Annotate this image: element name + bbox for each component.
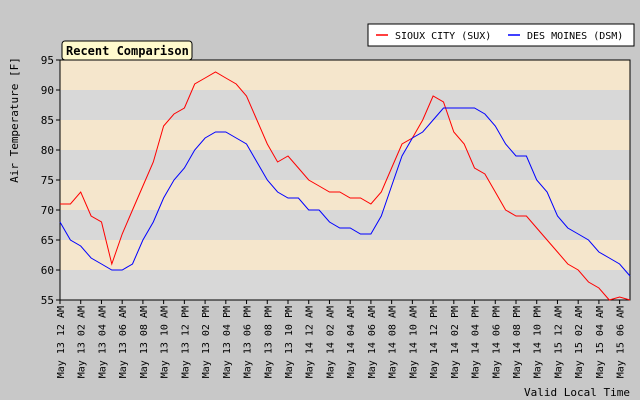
x-tick-label: May 14 04 AM (346, 306, 357, 378)
x-tick-label: May 14 08 AM (388, 306, 399, 378)
x-tick-label: May 14 02 PM (450, 306, 461, 378)
y-tick-label: 60 (41, 264, 54, 277)
grid-band (60, 150, 630, 180)
x-tick-label: May 13 12 PM (180, 306, 191, 378)
x-tick-label: May 14 02 AM (325, 306, 336, 378)
x-tick-label: May 14 12 AM (305, 306, 316, 378)
chart-title-box: Recent Comparison (61, 40, 193, 61)
series-line-sux (60, 71, 631, 301)
grid-band (60, 60, 630, 90)
x-tick-label: May 13 02 PM (201, 306, 212, 378)
x-tick-label: May 15 02 AM (574, 306, 585, 378)
x-tick-label: May 13 08 AM (139, 306, 150, 378)
series-line-dsm (59, 107, 631, 277)
x-tick-label: May 15 06 AM (616, 306, 627, 378)
legend-label-sux: SIOUX CITY (SUX) (395, 31, 491, 42)
y-axis-label: Air Temperature [F] (8, 57, 21, 183)
x-tick-label: May 14 08 PM (512, 306, 523, 378)
grid-band (60, 210, 630, 240)
y-tick-label: 90 (41, 84, 54, 97)
legend-label-dsm: DES MOINES (DSM) (527, 31, 623, 42)
y-tick-label: 80 (41, 144, 54, 157)
x-tick-label: May 14 12 PM (429, 306, 440, 378)
y-tick-label: 70 (41, 204, 54, 217)
x-tick-label: May 15 12 AM (553, 306, 564, 378)
legend: SIOUX CITY (SUX) DES MOINES (DSM) (367, 23, 635, 47)
x-tick-label: May 13 06 AM (118, 306, 129, 378)
x-tick-label: May 15 04 AM (595, 306, 606, 378)
y-tick-label: 75 (41, 174, 54, 187)
x-tick-label: May 14 06 AM (367, 306, 378, 378)
y-tick-label: 85 (41, 114, 54, 127)
x-tick-label: May 13 10 AM (160, 306, 171, 378)
grid-band (60, 270, 630, 300)
grid-band (60, 120, 630, 150)
x-tick-label: May 14 10 AM (408, 306, 419, 378)
x-tick-label: May 13 08 PM (263, 306, 274, 378)
x-tick-label: May 13 10 PM (284, 306, 295, 378)
x-axis-ticks: May 13 12 AM May 13 02 AM May 13 04 AM May … (56, 300, 627, 378)
x-tick-label: May 13 04 PM (222, 306, 233, 378)
x-tick-label: May 13 12 AM (56, 306, 67, 378)
plot-background-bands (60, 60, 630, 300)
x-tick-label: May 14 06 PM (491, 306, 502, 378)
grid-band (60, 240, 630, 270)
x-tick-label: May 13 04 AM (97, 306, 108, 378)
chart-title: Recent Comparison (66, 44, 189, 58)
y-tick-label: 65 (41, 234, 54, 247)
series-lines (59, 71, 631, 301)
y-tick-label: 95 (41, 54, 54, 67)
x-tick-label: May 13 06 PM (243, 306, 254, 378)
x-tick-label: May 14 10 PM (533, 306, 544, 378)
x-axis-label: Valid Local Time (524, 386, 630, 399)
x-tick-label: May 13 02 AM (77, 306, 88, 378)
y-axis-ticks: 55 60 65 70 75 80 85 90 95 (41, 54, 60, 307)
x-tick-label: May 14 04 PM (471, 306, 482, 378)
y-tick-label: 55 (41, 294, 54, 307)
grid-band (60, 90, 630, 120)
